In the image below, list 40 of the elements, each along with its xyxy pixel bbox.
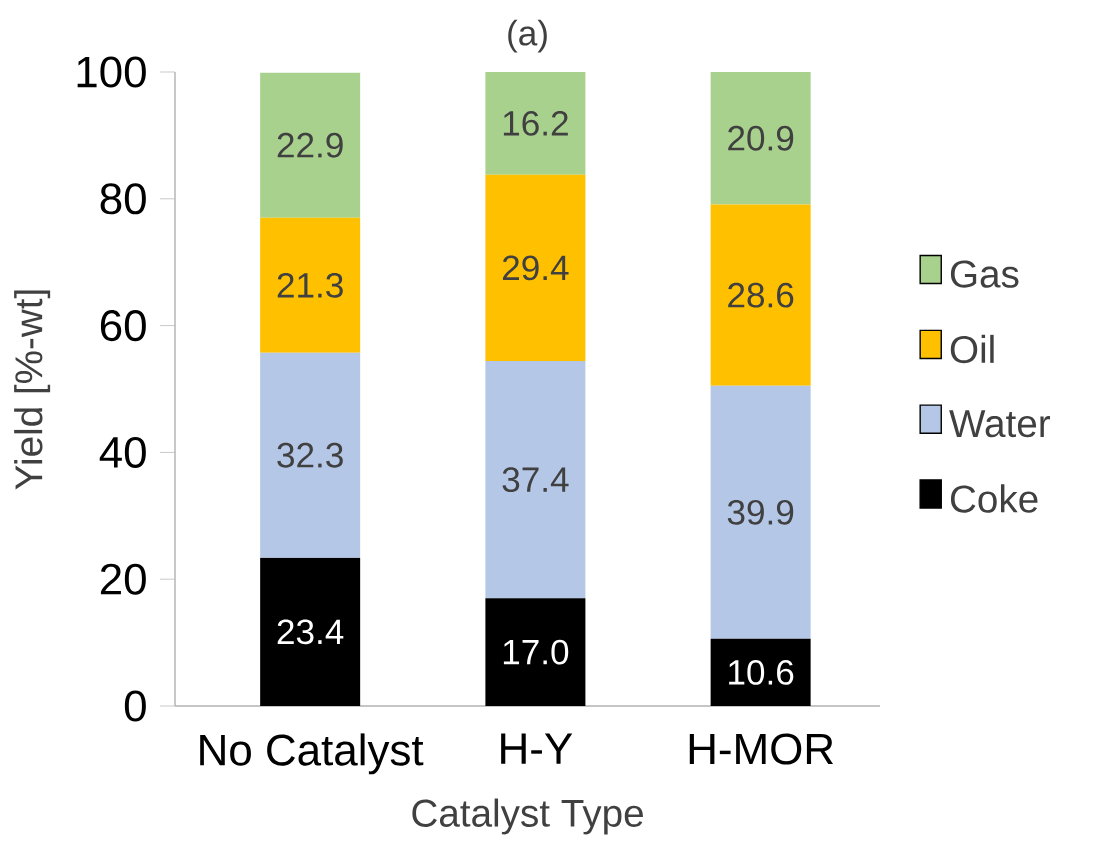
data-label: 37.4 xyxy=(502,467,569,493)
y-tick-label: 80 xyxy=(100,183,146,215)
data-label: 22.9 xyxy=(277,132,343,158)
data-label: 10.6 xyxy=(729,659,794,685)
data-label: 20.9 xyxy=(728,125,794,151)
data-label: 32.3 xyxy=(277,442,343,468)
bar xyxy=(260,217,361,353)
x-tick-label: No Catalyst xyxy=(200,733,424,775)
y-tick-label: 20 xyxy=(100,563,146,595)
bar xyxy=(710,72,811,205)
bar xyxy=(710,204,811,386)
data-label: 21.3 xyxy=(277,272,343,298)
legend-label: Oil xyxy=(950,334,994,364)
data-label: 29.4 xyxy=(502,255,569,281)
y-tick-label: 60 xyxy=(100,310,146,342)
data-label: 28.6 xyxy=(728,282,794,308)
data-label: 16.2 xyxy=(503,110,568,136)
chart-title: (a) xyxy=(508,19,547,53)
data-label: 39.9 xyxy=(727,499,794,525)
x-axis-title: Catalyst Type xyxy=(412,798,643,835)
bar xyxy=(485,598,586,707)
data-label: 23.4 xyxy=(277,619,344,645)
bar xyxy=(260,352,361,558)
data-label: 17.0 xyxy=(503,639,569,665)
bar xyxy=(485,72,586,175)
bar xyxy=(485,361,586,599)
bar xyxy=(710,385,811,639)
legend-label: Gas xyxy=(950,260,1019,288)
y-axis-title: Yield [%-wt] xyxy=(14,290,51,490)
bar xyxy=(260,557,361,707)
bar xyxy=(260,72,361,218)
x-tick-label: H-Y xyxy=(501,733,573,764)
x-tick-label: H-MOR xyxy=(689,733,834,765)
y-tick-label: 0 xyxy=(124,690,146,722)
legend-label: Water xyxy=(949,410,1051,438)
bar xyxy=(485,174,586,362)
legend-label: Coke xyxy=(950,484,1038,513)
y-tick-label: 40 xyxy=(99,436,146,468)
bar xyxy=(710,638,811,707)
y-tick-label: 100 xyxy=(77,56,146,88)
